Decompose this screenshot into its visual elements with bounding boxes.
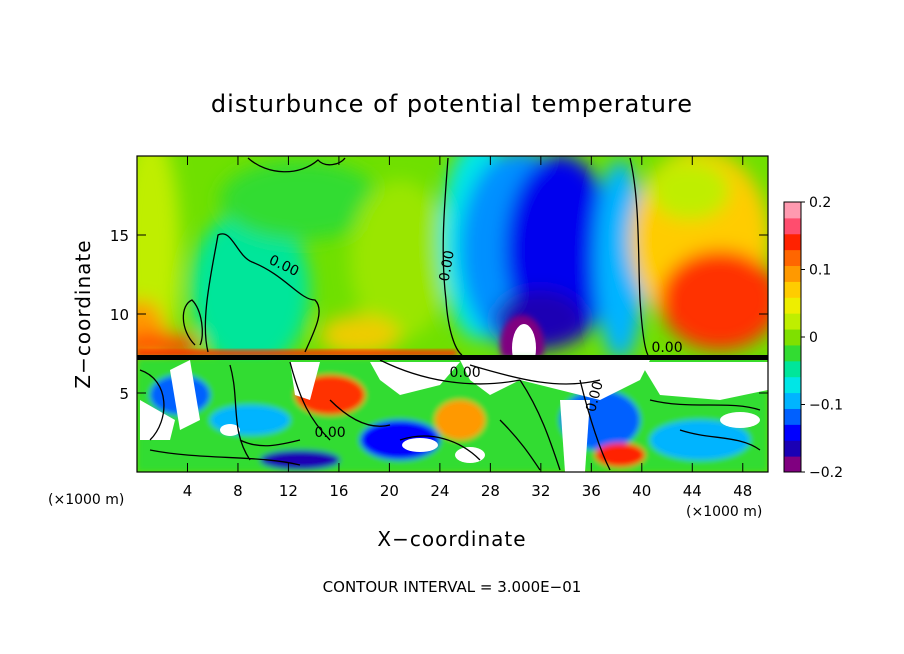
colorbar-swatch <box>784 313 801 330</box>
x-tick-label: 44 <box>683 482 702 500</box>
chart-title: disturbunce of potential temperature <box>211 90 693 118</box>
colorbar-swatch <box>784 217 801 235</box>
colorbar-tick-label: 0.2 <box>809 195 831 211</box>
x-axis: 4 8 12 16 20 24 28 32 36 40 44 48 <box>183 156 752 500</box>
x-tick-label: 48 <box>733 482 752 500</box>
contour-label: 0.00 <box>437 249 458 282</box>
x-unit-right: (×1000 m) <box>686 504 762 520</box>
x-tick-label: 4 <box>183 482 193 500</box>
x-tick-label: 36 <box>582 482 601 500</box>
colorbar-swatch <box>784 233 801 251</box>
contour-interval-note: CONTOUR INTERVAL = 3.000E−01 <box>323 578 582 596</box>
x-tick-label: 24 <box>430 482 449 500</box>
colorbar-swatch <box>784 392 801 409</box>
colorbar-swatch <box>784 424 801 441</box>
colorbar-swatch <box>784 376 801 394</box>
contour-label: 0.00 <box>450 365 481 381</box>
colorbar-tick-label: −0.1 <box>809 398 843 414</box>
x-tick-label: 32 <box>531 482 550 500</box>
colorbar-swatch <box>784 440 801 457</box>
colorbar-swatch <box>784 281 801 298</box>
colorbar-swatch <box>784 329 801 346</box>
contour-label: 0.00 <box>583 380 607 414</box>
colorbar-swatch <box>784 265 801 282</box>
colorbar-tick-label: −0.2 <box>809 465 843 481</box>
y-axis-label: Z−coordinate <box>71 239 95 388</box>
colorbar-swatch <box>784 408 801 425</box>
colorbar-swatch <box>784 202 801 219</box>
x-unit-left: (×1000 m) <box>48 492 124 508</box>
y-tick-label: 15 <box>110 227 129 245</box>
heatmap-field <box>137 156 768 472</box>
x-tick-label: 16 <box>329 482 348 500</box>
x-tick-label: 8 <box>233 482 243 500</box>
colorbar-swatch <box>784 297 801 314</box>
y-tick-label: 5 <box>119 385 129 403</box>
colorbar-swatch <box>784 344 801 362</box>
y-axis: 5 10 15 <box>110 227 768 403</box>
x-tick-label: 20 <box>380 482 399 500</box>
x-tick-label: 12 <box>279 482 298 500</box>
contour-label: 0.00 <box>315 425 346 441</box>
colorbar-tick-label: 0.1 <box>809 263 831 279</box>
x-tick-label: 28 <box>481 482 500 500</box>
contour-lines <box>139 157 761 471</box>
y-tick-label: 10 <box>110 306 129 324</box>
colorbar-swatch <box>784 360 801 378</box>
x-tick-label: 40 <box>632 482 651 500</box>
contour-label: 0.00 <box>651 340 682 356</box>
colorbar-tick-label: 0 <box>809 330 818 346</box>
colorbar-swatch <box>784 249 801 267</box>
colorbar: 0.2 0.1 0 −0.1 −0.2 <box>783 195 843 481</box>
x-axis-label: X−coordinate <box>377 527 526 551</box>
colorbar-swatch <box>784 456 801 473</box>
